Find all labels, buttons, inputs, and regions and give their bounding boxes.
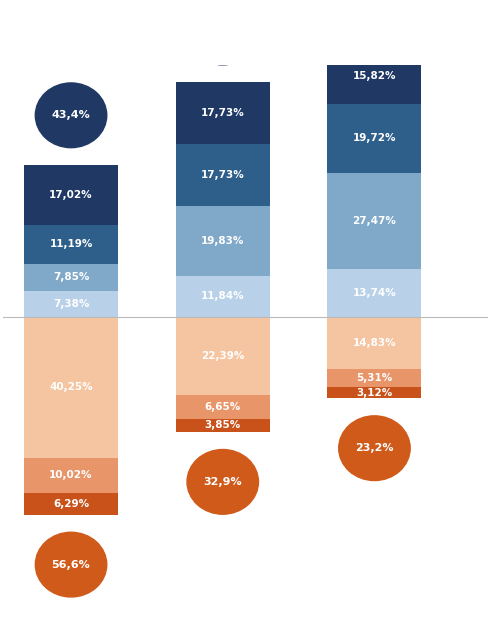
Ellipse shape xyxy=(339,0,410,31)
Bar xyxy=(24,458,118,493)
Text: 10,02%: 10,02% xyxy=(49,470,93,480)
Text: 3,12%: 3,12% xyxy=(356,388,393,398)
Bar xyxy=(327,49,421,104)
Text: 6,29%: 6,29% xyxy=(53,499,89,509)
Ellipse shape xyxy=(339,416,410,481)
Text: 3,85%: 3,85% xyxy=(205,420,241,430)
Text: 7,38%: 7,38% xyxy=(53,299,89,309)
Text: 56,6%: 56,6% xyxy=(52,560,90,569)
Bar xyxy=(327,269,421,317)
Text: 6,65%: 6,65% xyxy=(205,402,241,412)
Text: 17,02%: 17,02% xyxy=(49,190,93,200)
Text: 17,73%: 17,73% xyxy=(201,170,245,180)
Bar xyxy=(327,317,421,369)
Bar xyxy=(176,418,270,432)
Bar xyxy=(176,395,270,418)
Bar xyxy=(176,144,270,206)
Text: 40,25%: 40,25% xyxy=(49,383,93,392)
Text: 27,47%: 27,47% xyxy=(353,216,396,226)
Bar xyxy=(176,82,270,144)
Ellipse shape xyxy=(187,0,258,65)
Bar xyxy=(24,225,118,264)
Text: 19,72%: 19,72% xyxy=(353,133,396,144)
Text: 67,1%: 67,1% xyxy=(203,28,242,38)
Ellipse shape xyxy=(187,450,258,514)
Bar xyxy=(24,493,118,515)
Text: 15,82%: 15,82% xyxy=(353,72,396,81)
Text: 22,39%: 22,39% xyxy=(201,351,245,361)
Bar xyxy=(24,291,118,317)
Text: 32,9%: 32,9% xyxy=(203,477,242,487)
Text: 11,19%: 11,19% xyxy=(50,239,93,249)
Text: 17,73%: 17,73% xyxy=(201,109,245,118)
Bar xyxy=(24,165,118,225)
Text: 7,85%: 7,85% xyxy=(53,273,89,283)
Bar xyxy=(327,173,421,269)
Bar xyxy=(176,276,270,317)
Text: 14,83%: 14,83% xyxy=(353,338,396,348)
Text: 19,83%: 19,83% xyxy=(201,236,245,246)
Bar xyxy=(327,387,421,399)
Text: 76,8%: 76,8% xyxy=(355,0,394,4)
Bar xyxy=(176,206,270,276)
Text: 11,84%: 11,84% xyxy=(201,291,245,301)
Ellipse shape xyxy=(35,83,107,147)
Text: 43,4%: 43,4% xyxy=(52,110,90,120)
Text: 23,2%: 23,2% xyxy=(355,443,394,453)
Ellipse shape xyxy=(35,532,107,597)
Bar xyxy=(176,317,270,395)
Bar xyxy=(327,104,421,173)
Bar xyxy=(327,369,421,387)
Text: 13,74%: 13,74% xyxy=(353,288,396,298)
Bar xyxy=(24,317,118,458)
Bar xyxy=(24,264,118,291)
Text: 5,31%: 5,31% xyxy=(356,373,393,383)
